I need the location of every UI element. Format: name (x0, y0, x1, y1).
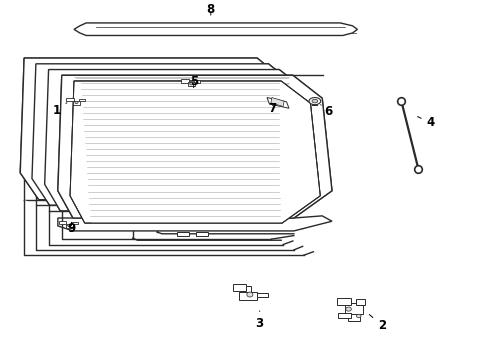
Polygon shape (176, 232, 189, 235)
Polygon shape (188, 82, 195, 86)
Polygon shape (58, 221, 67, 224)
Text: 7: 7 (268, 102, 276, 115)
Polygon shape (271, 98, 284, 107)
Polygon shape (66, 98, 74, 101)
Polygon shape (24, 173, 314, 255)
Polygon shape (73, 100, 80, 105)
Polygon shape (20, 58, 293, 200)
Polygon shape (196, 232, 208, 235)
Text: 3: 3 (256, 311, 264, 330)
Polygon shape (68, 224, 71, 227)
Polygon shape (45, 69, 317, 211)
Polygon shape (356, 314, 361, 318)
Polygon shape (339, 312, 351, 318)
Polygon shape (190, 83, 193, 85)
Polygon shape (79, 99, 85, 101)
Polygon shape (312, 99, 318, 103)
Polygon shape (32, 64, 305, 205)
Text: 8: 8 (207, 3, 215, 16)
Polygon shape (75, 101, 78, 104)
Polygon shape (257, 293, 268, 297)
Text: 1: 1 (53, 103, 67, 117)
Polygon shape (20, 58, 293, 200)
Polygon shape (348, 314, 360, 320)
Polygon shape (70, 81, 320, 223)
Polygon shape (181, 79, 189, 82)
Polygon shape (72, 222, 78, 224)
Polygon shape (58, 75, 332, 218)
Polygon shape (239, 292, 257, 300)
Text: 6: 6 (321, 105, 332, 118)
Polygon shape (309, 98, 321, 105)
Polygon shape (70, 81, 320, 223)
Text: 5: 5 (190, 75, 198, 88)
Polygon shape (45, 69, 317, 211)
Polygon shape (58, 216, 332, 231)
Polygon shape (66, 224, 73, 228)
Polygon shape (346, 307, 351, 311)
Polygon shape (25, 58, 35, 200)
Polygon shape (24, 200, 62, 223)
Polygon shape (344, 303, 364, 314)
Text: 2: 2 (369, 315, 386, 332)
Polygon shape (194, 80, 200, 82)
Polygon shape (337, 298, 351, 305)
Polygon shape (58, 75, 332, 218)
Polygon shape (74, 23, 357, 36)
Polygon shape (243, 285, 251, 292)
Polygon shape (247, 292, 253, 297)
Polygon shape (267, 98, 289, 108)
Text: 4: 4 (417, 116, 435, 129)
Polygon shape (356, 299, 365, 305)
Polygon shape (32, 64, 305, 205)
Polygon shape (233, 284, 246, 291)
Text: 9: 9 (68, 222, 75, 235)
